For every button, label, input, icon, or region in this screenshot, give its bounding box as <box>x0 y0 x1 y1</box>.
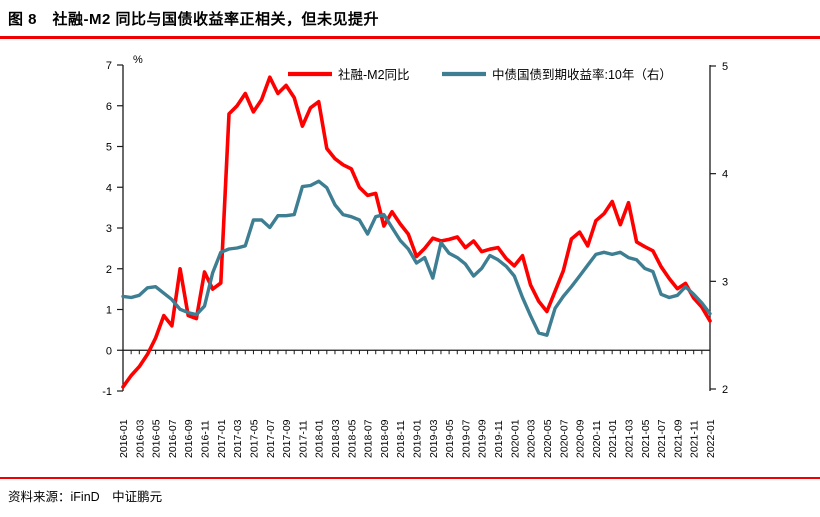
x-tick-label: 2021-11 <box>689 420 701 458</box>
left-tick-label: 6 <box>106 101 112 113</box>
legend-label: 中债国债到期收益率:10年（右） <box>492 67 672 82</box>
left-tick-label: 4 <box>106 182 112 194</box>
x-tick-label: 2021-07 <box>656 419 668 458</box>
x-tick-label: 2020-01 <box>509 419 521 458</box>
left-tick-label: 5 <box>106 142 112 154</box>
x-tick-label: 2017-07 <box>265 419 277 458</box>
left-tick-label: -1 <box>102 386 112 398</box>
x-tick-label: 2016-01 <box>118 419 130 458</box>
left-axis-unit-label: % <box>133 54 143 66</box>
x-tick-label: 2020-07 <box>558 419 570 458</box>
left-tick-label: 0 <box>106 345 112 357</box>
x-tick-label: 2021-03 <box>623 419 635 458</box>
x-tick-label: 2020-09 <box>575 419 587 458</box>
x-tick-label: 2019-11 <box>493 420 505 458</box>
x-tick-label: 2020-11 <box>591 420 603 458</box>
series-line-1 <box>121 75 712 389</box>
x-tick-label: 2020-03 <box>526 419 538 458</box>
legend-label: 社融-M2同比 <box>338 67 410 82</box>
x-tick-label: 2017-09 <box>281 419 293 458</box>
left-tick-label: 1 <box>106 305 112 317</box>
x-tick-label: 2016-03 <box>134 419 146 458</box>
x-tick-label: 2017-11 <box>297 420 309 458</box>
x-tick-label: 2022-01 <box>705 419 717 458</box>
x-tick-label: 2018-09 <box>379 419 391 458</box>
left-tick-label: 3 <box>106 223 112 235</box>
x-tick-label: 2018-03 <box>330 419 342 458</box>
x-tick-label: 2019-03 <box>428 419 440 458</box>
footer-divider-rule <box>0 477 820 479</box>
x-tick-label: 2018-01 <box>314 419 326 458</box>
x-tick-label: 2016-07 <box>167 419 179 458</box>
right-tick-label: 2 <box>722 384 728 396</box>
x-tick-label: 2018-11 <box>395 420 407 458</box>
left-tick-label: 7 <box>106 60 112 72</box>
x-tick-label: 2018-05 <box>346 419 358 458</box>
right-tick-label: 5 <box>722 61 728 73</box>
x-tick-label: 2017-05 <box>248 419 260 458</box>
x-tick-label: 2018-07 <box>363 419 375 458</box>
series-line-2 <box>121 179 712 337</box>
x-tick-label: 2017-01 <box>216 419 228 458</box>
x-tick-label: 2017-03 <box>232 419 244 458</box>
x-tick-label: 2016-11 <box>200 420 212 458</box>
x-tick-label: 2019-09 <box>477 419 489 458</box>
x-tick-label: 2019-05 <box>444 419 456 458</box>
chart-svg: 7 6 5 4 3 2 1 0 -1% 5 4 3 2 2016-01 2016-03 2016-05 2016… <box>102 54 728 458</box>
x-tick-label: 2019-07 <box>460 419 472 458</box>
x-tick-label: 2016-09 <box>183 419 195 458</box>
x-tick-label: 2016-05 <box>151 419 163 458</box>
x-tick-label: 2019-01 <box>412 419 424 458</box>
x-tick-label: 2021-01 <box>607 419 619 458</box>
figure-title: 图 8 社融-M2 同比与国债收益率正相关，但未见提升 <box>8 11 380 28</box>
source-note: 资料来源：iFinD 中证鹏元 <box>8 490 163 504</box>
title-divider-rule <box>0 36 820 39</box>
x-tick-label: 2020-05 <box>542 419 554 458</box>
x-tick-label: 2021-05 <box>640 419 652 458</box>
right-tick-label: 4 <box>722 169 728 181</box>
x-tick-label: 2021-09 <box>672 419 684 458</box>
right-tick-label: 3 <box>722 276 728 288</box>
left-tick-label: 2 <box>106 264 112 276</box>
